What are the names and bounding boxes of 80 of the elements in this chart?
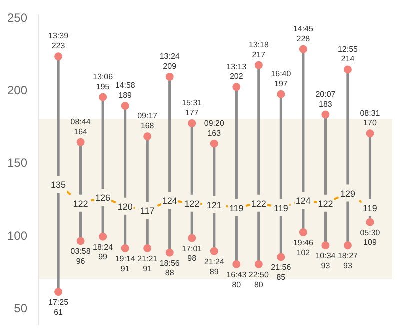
data-label: 17:25 61	[48, 298, 70, 317]
data-label: 05:30 109	[360, 228, 381, 248]
data-label: 03:58 96	[70, 247, 92, 266]
y-tick-label: 50	[14, 302, 28, 316]
data-label: 119	[229, 203, 244, 214]
data-label: 08:31 170	[360, 108, 381, 128]
point	[232, 260, 241, 268]
point	[54, 52, 63, 61]
data-label: 21:21 91	[138, 254, 158, 274]
data-label: 18:27 93	[338, 252, 359, 270]
data-label: 15:31 177	[182, 98, 203, 118]
point	[299, 45, 308, 54]
point	[344, 242, 352, 250]
data-label: 120	[118, 202, 133, 212]
data-label: 135	[51, 180, 66, 190]
data-label: 19:14 91	[115, 254, 136, 274]
point	[188, 120, 196, 128]
point	[144, 244, 152, 252]
point	[121, 102, 130, 110]
data-label: 08:44 164	[70, 117, 92, 136]
point	[344, 66, 352, 74]
point	[277, 90, 286, 98]
data-label: 20:07 183	[316, 90, 336, 109]
point	[366, 218, 374, 226]
data-label: 14:45 228	[293, 24, 314, 44]
data-label: 18:24 99	[93, 242, 114, 262]
data-label: 21:24 89	[204, 257, 225, 276]
y-tick-label: 100	[7, 228, 28, 243]
y-tick-label: 250	[7, 10, 28, 25]
data-label: 09:20 163	[204, 118, 225, 138]
data-label: 124	[162, 196, 178, 206]
point	[166, 248, 174, 257]
point	[54, 288, 63, 296]
point	[121, 244, 130, 252]
data-label: 12:55 214	[338, 44, 359, 64]
data-label: 13:18 217	[248, 40, 270, 60]
data-label: 14:58 189	[115, 81, 136, 100]
data-label: 09:17 168	[138, 112, 158, 131]
point	[322, 110, 330, 119]
data-label: 16:40 197	[271, 70, 292, 88]
data-label: 121	[206, 200, 222, 210]
point	[277, 253, 286, 262]
point	[166, 73, 174, 81]
data-label: 10:34 93	[316, 252, 336, 270]
point	[232, 83, 241, 92]
data-label: 18:56 88	[160, 258, 180, 278]
y-tick-label: 150	[7, 156, 28, 170]
point	[99, 232, 108, 241]
point	[254, 260, 263, 268]
point	[76, 138, 85, 146]
data-label: 17:01 98	[182, 244, 203, 264]
data-label: 122	[318, 198, 334, 209]
data-label: 13:06 195	[93, 72, 114, 92]
data-label: 122	[73, 198, 88, 209]
data-label: 122	[251, 198, 266, 209]
point	[76, 237, 85, 246]
point	[322, 242, 330, 250]
data-label: 129	[340, 188, 356, 199]
data-label: 124	[296, 196, 311, 206]
point	[366, 130, 374, 138]
data-label: 119	[274, 203, 288, 214]
data-label: 19:46 102	[293, 238, 314, 258]
point	[254, 61, 263, 70]
point	[210, 140, 218, 148]
data-label: 13:13 202	[226, 62, 248, 82]
data-label: 13:39 223	[48, 32, 70, 51]
point	[210, 247, 218, 256]
point	[188, 234, 196, 242]
y-tick-label: 200	[7, 84, 28, 98]
point	[299, 228, 308, 236]
data-label: 16:43 80	[226, 270, 248, 290]
data-label: 126	[96, 193, 111, 204]
data-label: 22:50 80	[248, 270, 270, 290]
data-label: 122	[184, 198, 200, 209]
point	[99, 93, 108, 102]
data-label: 119	[363, 203, 378, 214]
point	[144, 132, 152, 141]
data-label: 13:24 209	[160, 52, 180, 71]
data-label: 117	[140, 206, 155, 216]
data-label: 21:56 85	[271, 263, 292, 282]
